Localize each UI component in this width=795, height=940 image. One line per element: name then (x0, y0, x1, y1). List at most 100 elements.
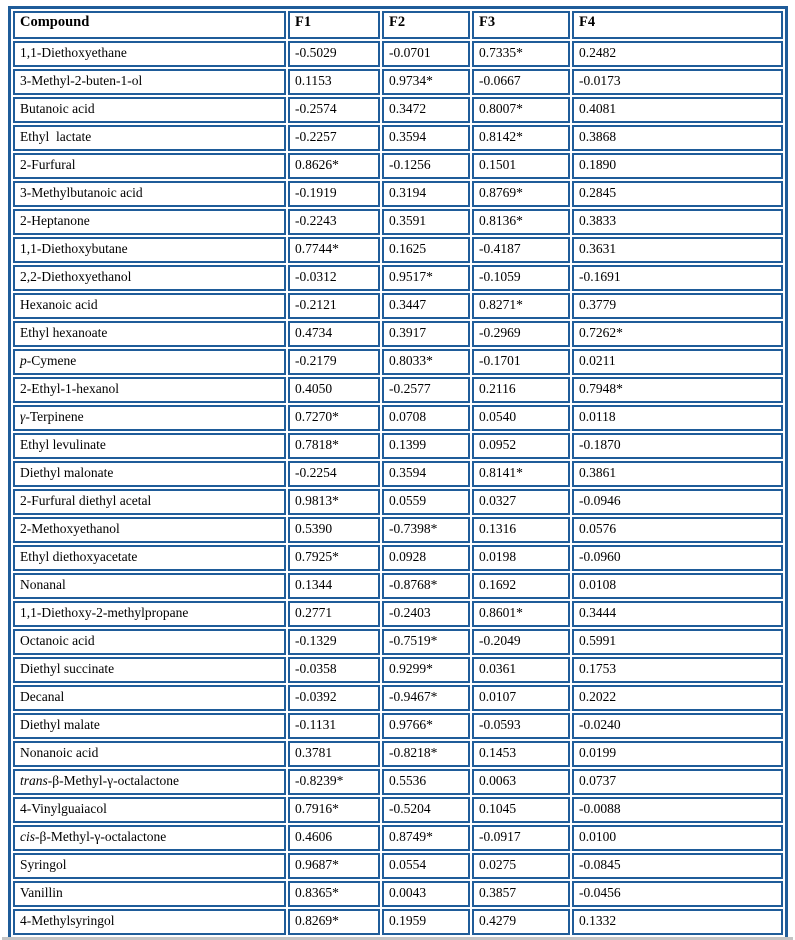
compound-name: Diethyl malonate (20, 465, 114, 480)
f1-loading-cell: 0.7270* (288, 405, 380, 431)
f4-loading-cell: 0.7262* (572, 321, 783, 347)
table-row: Hexanoic acid -0.2121 0.3447 0.8271* 0.3… (13, 293, 783, 319)
f1-loading-cell: 0.8269* (288, 909, 380, 935)
f2-loading-cell: -0.5204 (382, 797, 470, 823)
compound-cell: 2-Furfural (13, 153, 286, 179)
f1-loading-cell: -0.2257 (288, 125, 380, 151)
f2-loading-cell: 0.1959 (382, 909, 470, 935)
f3-loading-cell: 0.0952 (472, 433, 570, 459)
compound-name: 3-Methylbutanoic acid (20, 185, 143, 200)
f3-loading-cell: 0.0198 (472, 545, 570, 571)
column-header-f1: F1 (288, 11, 380, 39)
column-header-f4: F4 (572, 11, 783, 39)
factor-loadings-table: Compound F1 F2 F3 F4 1,1-Diethoxyethane … (8, 6, 788, 940)
compound-name: 1,1-Diethoxybutane (20, 241, 128, 256)
table-row: Syringol 0.9687* 0.0554 0.0275 -0.0845 (13, 853, 783, 879)
compound-name: 1,1-Diethoxyethane (20, 45, 127, 60)
table-row: 3-Methyl-2-buten-1-ol 0.1153 0.9734* -0.… (13, 69, 783, 95)
compound-cell: 4-Vinylguaiacol (13, 797, 286, 823)
compound-name: 2-Methoxyethanol (20, 521, 120, 536)
f2-loading-cell: 0.3591 (382, 209, 470, 235)
table-row: Diethyl succinate -0.0358 0.9299* 0.0361… (13, 657, 783, 683)
table-row: 1,1-Diethoxybutane 0.7744* 0.1625 -0.418… (13, 237, 783, 263)
f2-loading-cell: 0.3594 (382, 125, 470, 151)
compound-name: Ethyl hexanoate (20, 325, 108, 340)
compound-cell: Vanillin (13, 881, 286, 907)
f4-loading-cell: -0.0456 (572, 881, 783, 907)
f1-loading-cell: 0.5390 (288, 517, 380, 543)
f2-loading-cell: 0.0043 (382, 881, 470, 907)
table-row: 2-Furfural 0.8626* -0.1256 0.1501 0.1890 (13, 153, 783, 179)
table-row: 3-Methylbutanoic acid -0.1919 0.3194 0.8… (13, 181, 783, 207)
compound-name-italic-prefix: trans (20, 773, 48, 788)
f3-loading-cell: 0.0327 (472, 489, 570, 515)
compound-name: Nonanoic acid (20, 745, 99, 760)
f3-loading-cell: 0.8142* (472, 125, 570, 151)
f1-loading-cell: 0.7744* (288, 237, 380, 263)
f4-loading-cell: 0.0576 (572, 517, 783, 543)
table-row: 2-Methoxyethanol 0.5390 -0.7398* 0.1316 … (13, 517, 783, 543)
f2-loading-cell: 0.3594 (382, 461, 470, 487)
compound-cell: Butanoic acid (13, 97, 286, 123)
f1-loading-cell: 0.4734 (288, 321, 380, 347)
compound-cell: Nonanal (13, 573, 286, 599)
compound-cell: Ethyl levulinate (13, 433, 286, 459)
f1-loading-cell: -0.2243 (288, 209, 380, 235)
table-row: 1,1-Diethoxy-2-methylpropane 0.2771 -0.2… (13, 601, 783, 627)
f1-loading-cell: -0.2179 (288, 349, 380, 375)
f1-loading-cell: 0.9813* (288, 489, 380, 515)
f2-loading-cell: 0.3917 (382, 321, 470, 347)
f1-loading-cell: -0.1329 (288, 629, 380, 655)
table-row: 4-Methylsyringol 0.8269* 0.1959 0.4279 0… (13, 909, 783, 935)
f3-loading-cell: -0.2049 (472, 629, 570, 655)
f3-loading-cell: -0.0917 (472, 825, 570, 851)
f1-loading-cell: 0.9687* (288, 853, 380, 879)
f3-loading-cell: 0.1045 (472, 797, 570, 823)
f1-loading-cell: 0.2771 (288, 601, 380, 627)
compound-cell: 1,1-Diethoxy-2-methylpropane (13, 601, 286, 627)
f2-loading-cell: 0.8033* (382, 349, 470, 375)
f4-loading-cell: 0.0118 (572, 405, 783, 431)
compound-name: Butanoic acid (20, 101, 95, 116)
f2-loading-cell: 0.1399 (382, 433, 470, 459)
table-row: Nonanal 0.1344 -0.8768* 0.1692 0.0108 (13, 573, 783, 599)
table-row: Nonanoic acid 0.3781 -0.8218* 0.1453 0.0… (13, 741, 783, 767)
f4-loading-cell: 0.0108 (572, 573, 783, 599)
f3-loading-cell: 0.3857 (472, 881, 570, 907)
f4-loading-cell: -0.0845 (572, 853, 783, 879)
f3-loading-cell: 0.1692 (472, 573, 570, 599)
f1-loading-cell: -0.5029 (288, 41, 380, 67)
table-row: 2-Heptanone -0.2243 0.3591 0.8136* 0.383… (13, 209, 783, 235)
compound-name: Ethyl lactate (20, 129, 92, 144)
f1-loading-cell: 0.7916* (288, 797, 380, 823)
compound-name: -β-Methyl-γ-octalactone (47, 773, 180, 788)
f4-loading-cell: -0.0960 (572, 545, 783, 571)
f3-loading-cell: 0.8136* (472, 209, 570, 235)
compound-cell: 1,1-Diethoxybutane (13, 237, 286, 263)
f1-loading-cell: 0.1153 (288, 69, 380, 95)
compound-cell: 2-Ethyl-1-hexanol (13, 377, 286, 403)
f2-loading-cell: 0.5536 (382, 769, 470, 795)
compound-name-italic-prefix: γ (20, 409, 26, 424)
compound-name: Nonanal (20, 577, 66, 592)
f1-loading-cell: 0.7925* (288, 545, 380, 571)
f4-loading-cell: 0.4081 (572, 97, 783, 123)
f4-loading-cell: 0.1753 (572, 657, 783, 683)
compound-name: -Cymene (26, 353, 77, 368)
f3-loading-cell: -0.1059 (472, 265, 570, 291)
compound-cell: γ-Terpinene (13, 405, 286, 431)
compound-name: Vanillin (20, 885, 63, 900)
table-row: cis-β-Methyl-γ-octalactone 0.4606 0.8749… (13, 825, 783, 851)
table-row: trans-β-Methyl-γ-octalactone -0.8239* 0.… (13, 769, 783, 795)
f4-loading-cell: -0.1691 (572, 265, 783, 291)
f3-loading-cell: 0.1501 (472, 153, 570, 179)
f4-loading-cell: 0.7948* (572, 377, 783, 403)
f2-loading-cell: 0.0708 (382, 405, 470, 431)
compound-cell: Diethyl malonate (13, 461, 286, 487)
compound-cell: 3-Methyl-2-buten-1-ol (13, 69, 286, 95)
f2-loading-cell: 0.1625 (382, 237, 470, 263)
table-row: Butanoic acid -0.2574 0.3472 0.8007* 0.4… (13, 97, 783, 123)
table-row: Diethyl malate -0.1131 0.9766* -0.0593 -… (13, 713, 783, 739)
f2-loading-cell: 0.3194 (382, 181, 470, 207)
